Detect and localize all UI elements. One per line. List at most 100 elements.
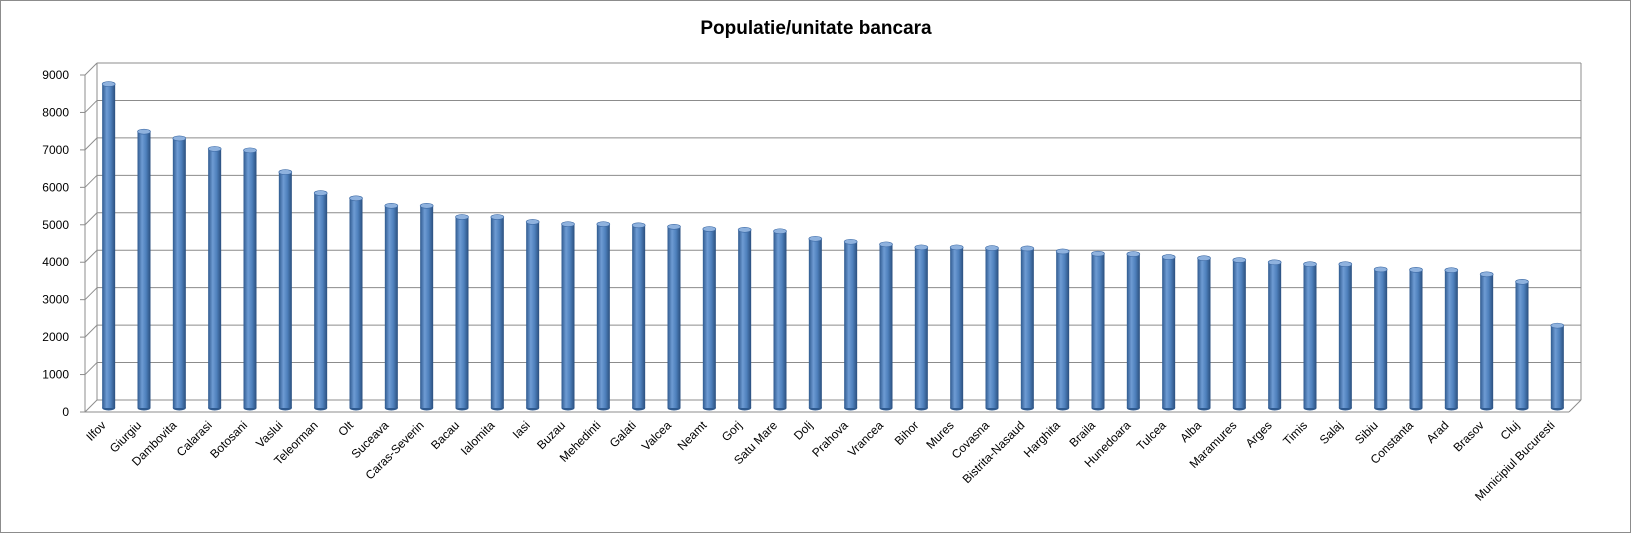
bar [490, 214, 505, 411]
y-tick-label: 5000 [42, 218, 69, 232]
bar [1126, 251, 1141, 411]
gridline-side [84, 362, 98, 375]
bar [137, 128, 151, 411]
bar [207, 146, 222, 411]
y-tick-label: 7000 [42, 143, 69, 157]
x-category-label: Braila [1067, 418, 1099, 450]
gridline-side [84, 249, 98, 263]
chart-title: Populatie/unitate bancara [700, 18, 932, 39]
x-category-label: Ialomita [458, 418, 498, 458]
bars [101, 81, 1565, 411]
x-category-label: Brasov [1450, 418, 1486, 454]
x-category-label: Vrancea [845, 418, 886, 459]
x-category-label: Cluj [1498, 418, 1523, 443]
bar [1232, 257, 1247, 411]
bar [702, 226, 717, 411]
gridline-side [84, 174, 98, 188]
x-category-label: Bacau [428, 418, 462, 452]
gridline-side [84, 399, 98, 413]
bar [243, 147, 257, 411]
bar [1055, 248, 1070, 411]
x-category-label: Tulcea [1134, 418, 1169, 453]
bar [914, 244, 929, 411]
bar [1020, 245, 1035, 411]
x-category-label: Iasi [510, 418, 533, 441]
x-category-label: Gorj [719, 418, 745, 444]
bar [1479, 271, 1494, 411]
gridline-side [84, 287, 98, 301]
x-category-label: Olt [335, 418, 356, 439]
gridline-side [84, 324, 98, 338]
x-category-label: Timis [1280, 418, 1310, 448]
x-category-label: Bistrita-Nasaud [960, 418, 1028, 486]
bar [1303, 261, 1317, 411]
x-category-label: Dolj [791, 418, 816, 443]
bar [1197, 255, 1211, 411]
x-category-label: Alba [1177, 418, 1204, 445]
x-category-label: Prahova [809, 418, 851, 460]
bar [1267, 259, 1282, 411]
x-category-label: Neamt [675, 418, 710, 453]
bar [1338, 261, 1353, 411]
bar [525, 219, 540, 411]
bar [631, 222, 646, 411]
bar [985, 245, 999, 411]
bar [561, 221, 575, 411]
bar [278, 169, 293, 411]
x-category-label: Botosani [207, 418, 250, 461]
y-tick-label: 8000 [42, 105, 69, 119]
x-category-label: Salaj [1317, 418, 1346, 447]
y-tick-label: 2000 [42, 330, 69, 344]
x-category-label: Mures [923, 418, 956, 451]
y-tick-label: 6000 [42, 180, 69, 194]
bar [172, 135, 187, 411]
y-tick-label: 9000 [42, 68, 69, 82]
bar [1373, 266, 1388, 411]
bar [1409, 267, 1423, 411]
y-axis-tick-labels: 0 1000 2000 3000 4000 5000 6000 7000 8000 9000 [42, 68, 69, 419]
bar [419, 203, 434, 411]
gridline-side [84, 62, 98, 76]
x-category-label: Harghita [1021, 418, 1063, 460]
bar [455, 214, 469, 411]
y-tick-label: 0 [62, 405, 69, 419]
bar [1550, 322, 1565, 411]
x-category-label: Valcea [639, 418, 674, 453]
bar [1091, 250, 1105, 411]
gridline-side [84, 212, 98, 226]
x-category-label: Buzau [534, 418, 568, 452]
bar [1444, 267, 1459, 411]
y-tick-label: 1000 [42, 368, 69, 382]
y-tick-label: 4000 [42, 255, 69, 269]
x-category-label: Arges [1243, 418, 1275, 450]
x-category-label: Sibiu [1352, 418, 1381, 447]
x-category-label: Vaslui [253, 418, 285, 450]
bar [101, 81, 116, 411]
bar [949, 244, 964, 411]
bar [384, 203, 399, 411]
bar [349, 195, 363, 411]
bar [1161, 254, 1176, 411]
gridline-side [84, 100, 98, 113]
gridline-side [84, 137, 98, 151]
x-category-label: Arad [1424, 418, 1452, 446]
bar [843, 238, 858, 411]
bar [596, 221, 611, 411]
x-category-label: Galati [607, 418, 639, 450]
y-tick-label: 3000 [42, 293, 69, 307]
bar [879, 241, 893, 411]
x-category-label: Ilfov [83, 418, 108, 443]
bar [1515, 279, 1529, 411]
bar [773, 228, 787, 411]
bar [808, 235, 823, 411]
floor-right-edge [1568, 399, 1582, 413]
x-category-label: Bihor [892, 418, 922, 448]
axes [80, 63, 1582, 413]
gridlines [84, 62, 1581, 413]
bar [313, 190, 328, 411]
bar [667, 223, 681, 411]
bar [737, 226, 752, 411]
